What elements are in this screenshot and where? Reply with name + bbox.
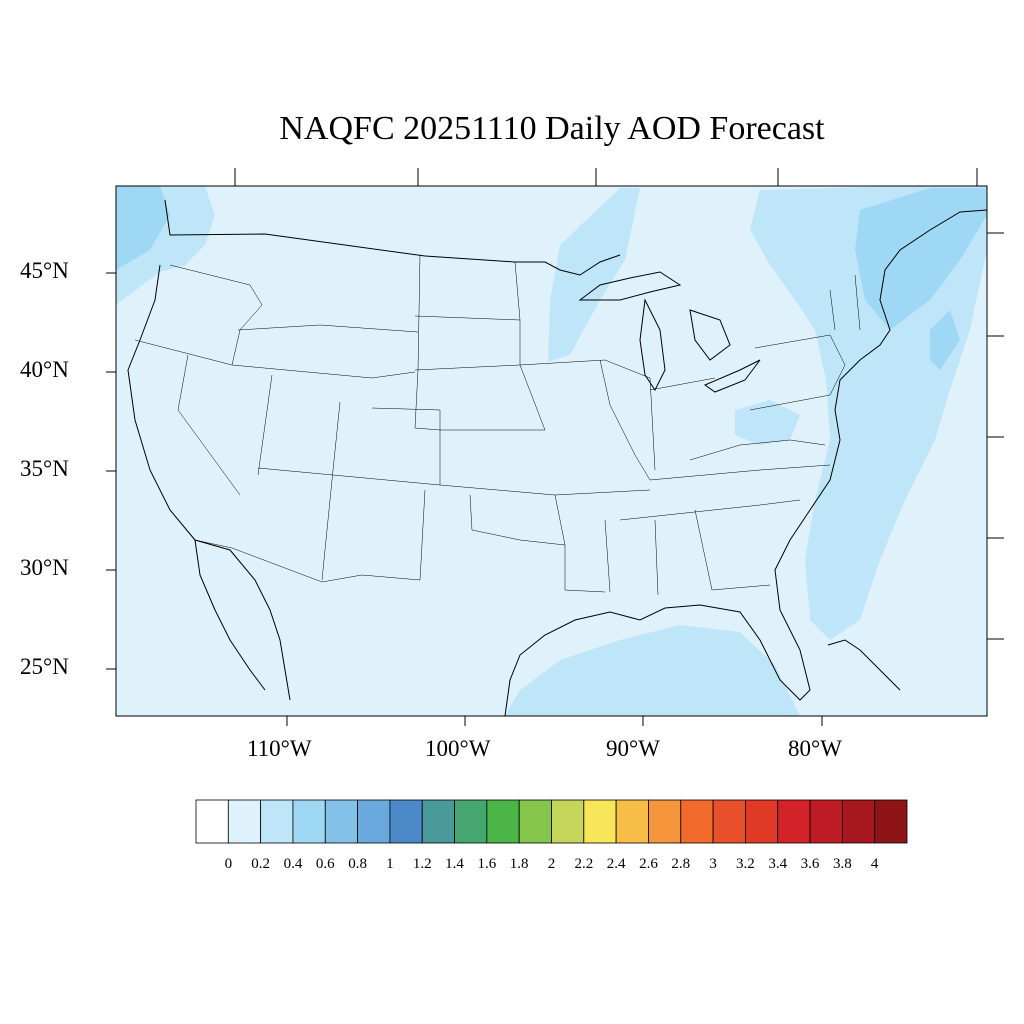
colorbar-swatch [615,799,649,844]
colorbar-tick-label: 4 [870,856,879,872]
colorbar-swatch [195,799,229,844]
lake-michigan [639,298,666,391]
colorbar [195,799,908,844]
longitude-label-100w: 100°W [425,736,491,761]
aod-field-darker [116,186,987,370]
florida-keys [827,639,901,691]
colorbar-tick-label: 3.8 [832,856,852,872]
colorbar-swatch [518,799,552,844]
colorbar-tick-label: 1.2 [412,856,432,872]
colorbar-swatch [712,799,746,844]
colorbar-swatch [324,799,358,844]
longitude-label-80w: 80°W [788,736,842,761]
colorbar-swatch [648,799,682,844]
aod-patch-ohio-valley [735,400,800,445]
aod-patch-gulf [505,625,800,716]
colorbar-swatch [292,799,326,844]
colorbar-swatch [260,799,294,844]
colorbar-tick-label: 3.4 [768,856,788,872]
latitude-label-40n: 40°N [20,357,69,382]
colorbar-tick-label: 1 [386,856,394,872]
colorbar-tick-label: 3 [709,856,717,872]
colorbar-tick-label: 1.8 [509,856,529,872]
colorbar-swatch [680,799,714,844]
colorbar-tick-label: 2 [547,856,556,872]
colorbar-tick-label: 0.8 [348,856,367,872]
latitude-label-35n: 35°N [20,456,69,481]
map-title: NAQFC 20251110 Daily AOD Forecast [279,110,825,147]
colorbar-tick-label: 0.2 [251,856,270,872]
gulf-coast [504,209,988,717]
colorbar-swatch [227,799,262,844]
colorbar-tick-label: 3.6 [800,856,820,872]
lake-superior [578,271,682,301]
lake-huron [689,309,731,361]
aod-patch-northeast-core [855,188,987,330]
colorbar-tick-label: 1.6 [477,856,497,872]
latitude-label-45n: 45°N [20,258,69,283]
colorbar-swatch [486,799,520,844]
state-boundaries [134,254,861,596]
colorbar-tick-label: 2.2 [574,856,594,872]
baja [194,539,266,691]
latitude-label-25n: 25°N [20,654,69,679]
colorbar-swatch [745,799,779,844]
colorbar-swatch [809,799,843,844]
colorbar-tick-label: 2.4 [606,856,626,872]
colorbar-swatch [357,799,391,844]
latitude-label-30n: 30°N [20,555,69,580]
colorbar-tick-label: 2.6 [639,856,658,872]
colorbar-swatch [421,799,455,844]
colorbar-tick-label: 2.8 [671,856,691,872]
longitude-label-90w: 90°W [606,736,660,761]
map-ticks [106,168,1004,726]
colorbar-tick-label: 0.4 [283,856,303,872]
canada-border [164,199,621,276]
colorbar-swatch [551,799,585,844]
colorbar-tick-label: 0 [224,856,233,872]
colorbar-swatch [454,799,488,844]
west-coast [127,264,291,701]
colorbar-swatch [389,799,423,844]
aod-patch-atlantic-core [930,310,960,370]
colorbar-tick-label: 1.4 [445,856,464,872]
colorbar-swatch [841,799,876,844]
colorbar-tick-label: 0.6 [315,856,335,872]
longitude-label-110w: 110°W [247,736,312,761]
colorbar-tick-label: 3.2 [736,856,755,872]
coastlines [127,199,988,717]
lake-erie [703,359,761,393]
map-frame [115,185,988,717]
aod-patch-northwest-core [116,186,170,270]
colorbar-swatch [874,799,908,844]
colorbar-swatch [777,799,811,844]
colorbar-swatch [583,799,617,844]
aod-patch-great-lakes [548,188,640,362]
